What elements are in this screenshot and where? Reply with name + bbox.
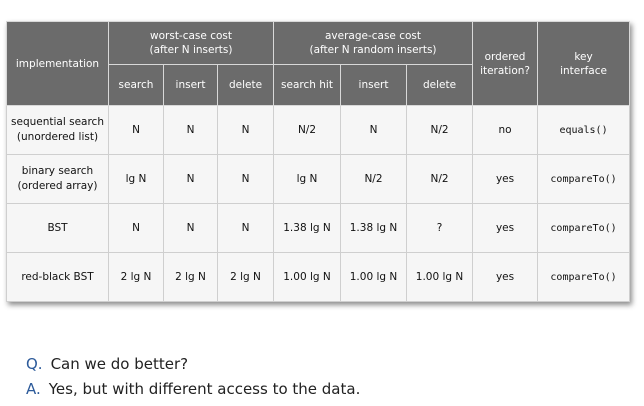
cell-wc-insert: 2 lg N [163, 252, 218, 302]
table-row: binary search (ordered array) lg N N N lg… [6, 154, 631, 204]
cell-wc-search: 2 lg N [108, 252, 164, 302]
cell-ac-insert: N/2 [340, 154, 407, 204]
cell-wc-search: lg N [108, 154, 164, 204]
cell-implementation: red-black BST [6, 252, 109, 302]
header-ac-search-hit: search hit [273, 64, 341, 106]
cell-wc-delete: N [217, 203, 274, 253]
cell-ordered: no [472, 105, 539, 155]
cell-ac-delete: N/2 [405, 154, 474, 204]
question-line: Q. Can we do better? [26, 355, 188, 373]
cell-ac-insert: 1.38 lg N [340, 203, 407, 253]
header-key-interface: key interface [537, 21, 631, 106]
cell-wc-insert: N [163, 154, 218, 204]
cell-key-interface: compareTo() [537, 252, 631, 302]
cell-ac-insert: N [340, 105, 407, 155]
cell-ac-search-hit: 1.38 lg N [273, 203, 341, 253]
header-average-case-cost: average-case cost (after N random insert… [272, 21, 474, 65]
cell-ac-insert: 1.00 lg N [340, 252, 407, 302]
cell-ac-search-hit: N/2 [273, 105, 341, 155]
cell-ac-search-hit: lg N [273, 154, 341, 204]
header-ordered-iteration: ordered iteration? [472, 21, 539, 106]
header-ac-delete: delete [405, 64, 474, 106]
cell-wc-delete: N [217, 154, 274, 204]
question-label: Q. [26, 355, 43, 373]
cell-wc-delete: N [217, 105, 274, 155]
header-wc-delete: delete [217, 64, 274, 106]
cost-summary-table-container: implementation worst-case cost (after N … [6, 21, 631, 302]
header-worst-case-cost: worst-case cost (after N inserts) [108, 21, 274, 65]
cell-implementation: binary search (ordered array) [6, 154, 109, 204]
header-wc-insert: insert [163, 64, 218, 106]
cell-implementation: sequential search (unordered list) [6, 105, 109, 155]
header-implementation: implementation [6, 21, 109, 106]
cell-wc-search: N [108, 105, 164, 155]
cell-ordered: yes [472, 154, 539, 204]
header-ac-insert: insert [340, 64, 407, 106]
table-row: BST N N N 1.38 lg N 1.38 lg N ? yes comp… [6, 203, 631, 253]
cell-key-interface: equals() [537, 105, 631, 155]
cell-key-interface: compareTo() [537, 203, 631, 253]
cell-wc-insert: N [163, 203, 218, 253]
cell-key-interface: compareTo() [537, 154, 631, 204]
answer-text: Yes, but with different access to the da… [48, 380, 361, 398]
table-row: sequential search (unordered list) N N N … [6, 105, 631, 155]
cell-ordered: yes [472, 252, 539, 302]
cell-wc-insert: N [163, 105, 218, 155]
cell-ordered: yes [472, 203, 539, 253]
cell-wc-search: N [108, 203, 164, 253]
cell-ac-search-hit: 1.00 lg N [273, 252, 341, 302]
cost-summary-table: implementation worst-case cost (after N … [6, 21, 631, 302]
cell-ac-delete: ? [405, 203, 474, 253]
question-text: Can we do better? [50, 355, 189, 373]
header-wc-search: search [108, 64, 164, 106]
cell-ac-delete: 1.00 lg N [405, 252, 474, 302]
cell-implementation: BST [6, 203, 109, 253]
answer-line: A. Yes, but with different access to the … [26, 380, 360, 398]
answer-label: A. [26, 380, 41, 398]
cell-ac-delete: N/2 [405, 105, 474, 155]
cell-wc-delete: 2 lg N [217, 252, 274, 302]
table-row: red-black BST 2 lg N 2 lg N 2 lg N 1.00 … [6, 252, 631, 302]
